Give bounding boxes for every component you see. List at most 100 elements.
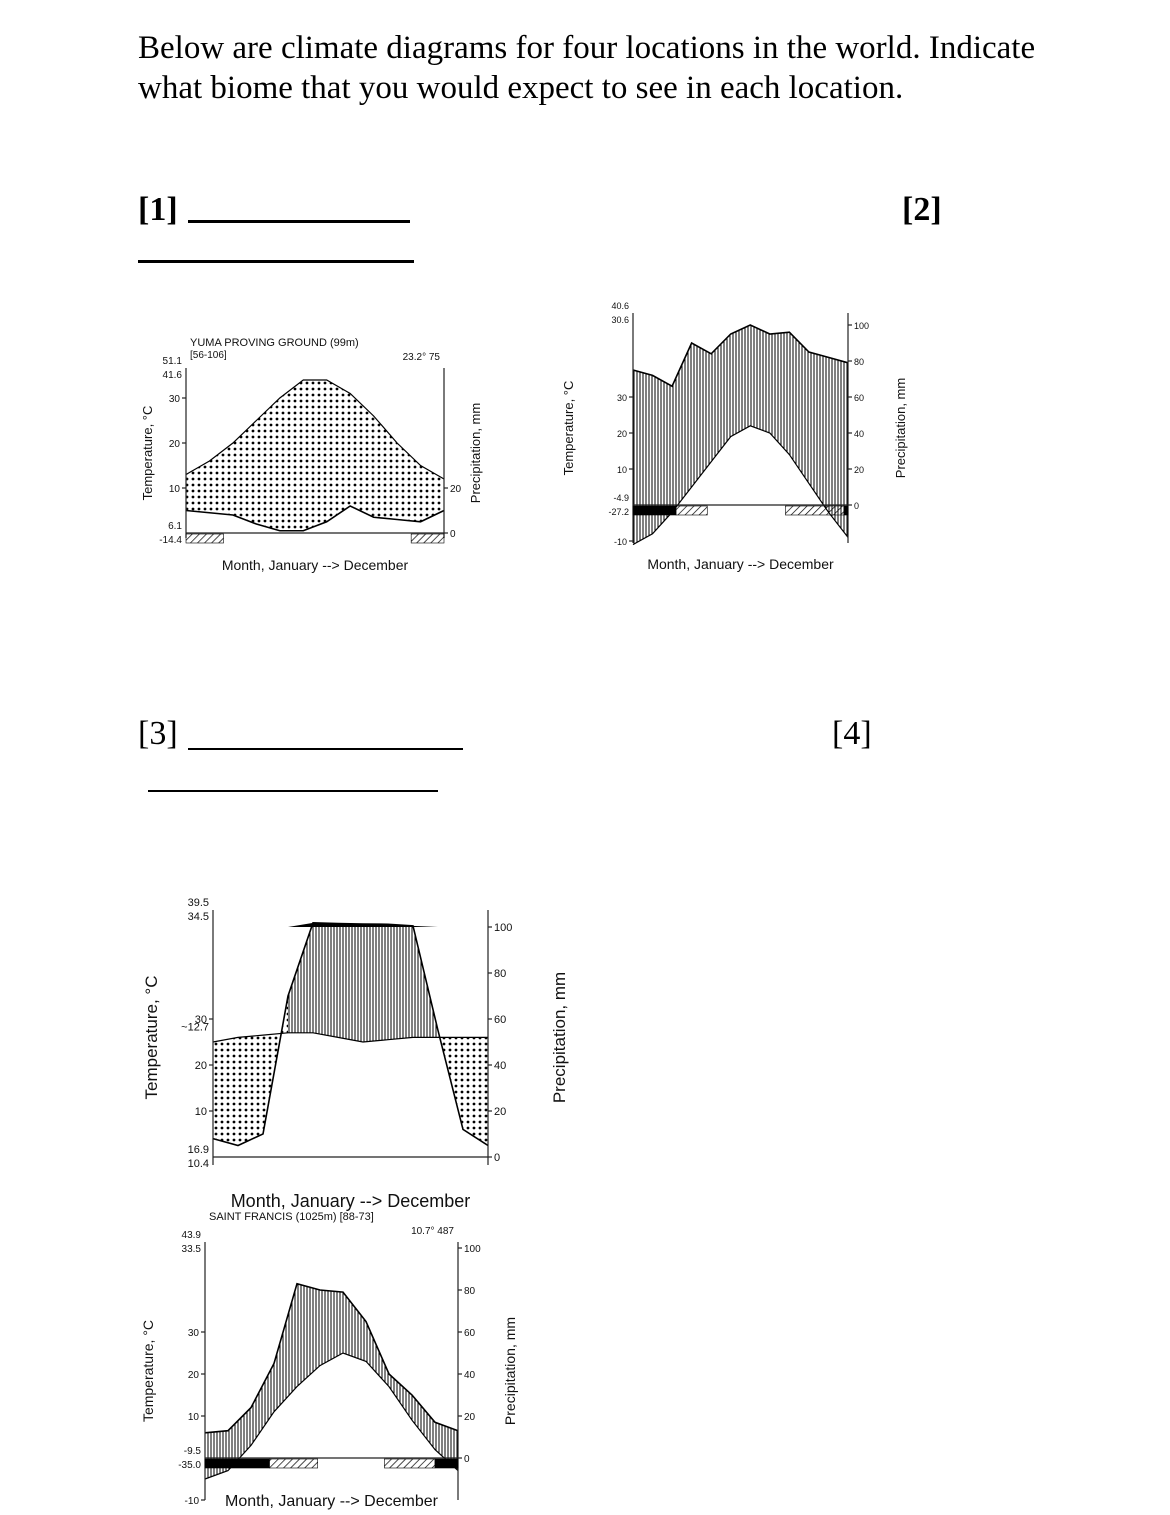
climate-diagram-2: -10 10 20 30 0 20 40 60 80 100 40.6 30.6 -4.9 -27.2 Te…	[561, 301, 908, 572]
temperature-axis-title: Temperature, °C	[140, 1320, 156, 1422]
humid-period-fill	[672, 343, 692, 513]
station-years: [56-106]	[190, 350, 227, 361]
temp-tick-label: 30	[617, 393, 627, 403]
temperature-axis-title: Temperature, °C	[140, 406, 155, 501]
answer-blank-1b[interactable]	[138, 260, 414, 263]
temp-tick-label: 10	[169, 484, 181, 495]
arid-period-fill	[209, 443, 233, 515]
arid-period-fill	[326, 380, 351, 522]
max-extreme-label: 40.6	[611, 301, 629, 311]
precipitation-axis-title: Precipitation, mm	[893, 378, 908, 478]
arid-period-fill	[279, 380, 304, 531]
frost-bar-certain	[843, 505, 849, 516]
humid-period-fill	[288, 922, 313, 1033]
humid-period-fill	[652, 375, 673, 534]
max-extreme-label: 43.9	[182, 1230, 202, 1241]
precipitation-axis-title: Precipitation, mm	[550, 972, 569, 1103]
precipitation-line	[204, 1282, 459, 1434]
precip-tick-label: 100	[494, 922, 512, 934]
station-name: YUMA PROVING GROUND (99m)	[190, 337, 359, 349]
frost-bar-certain	[632, 505, 677, 516]
humid-period-fill	[730, 325, 751, 437]
temp-tick-label: 20	[195, 1060, 207, 1072]
answer-blank-1a[interactable]	[188, 220, 410, 223]
precip-tick-label: 0	[494, 1152, 500, 1164]
temp-tick-label: 30	[195, 1014, 207, 1026]
answer-blank-3a[interactable]	[188, 748, 463, 750]
precip-tick-label: 100	[464, 1244, 481, 1255]
humid-period-fill	[769, 332, 790, 455]
precip-tick-label: 60	[854, 393, 864, 403]
temp-tick-label: -10	[614, 537, 627, 547]
precip-tick-label: 20	[450, 484, 462, 495]
arid-period-fill	[232, 420, 257, 524]
temperature-line	[632, 425, 849, 546]
arid-period-fill	[373, 416, 398, 520]
climate-diagram-3: 10 20 30 0 20 40 60 80 100 39.5 34.5 16.9 10.4 ~12.7 T…	[142, 897, 569, 1211]
precipitation-axis-title: Precipitation, mm	[468, 403, 483, 503]
humid-period-fill	[363, 924, 388, 1042]
frost-bar-certain	[434, 1458, 459, 1469]
arid-period-fill	[420, 465, 444, 522]
humid-period-fill	[228, 1407, 251, 1471]
humid-period-fill	[251, 1363, 274, 1446]
arid-period-fill	[256, 398, 280, 531]
perhumid-fill	[213, 922, 488, 927]
temp-tick-label: 30	[188, 1328, 200, 1339]
temp-tick-label: 10	[188, 1412, 200, 1423]
month-axis-title: Month, January --> December	[222, 557, 409, 573]
min-extreme-label: -27.2	[608, 507, 629, 517]
min-mean-label: 16.9	[188, 1144, 209, 1156]
precip-tick-label: 60	[464, 1328, 476, 1339]
humid-period-fill	[313, 922, 338, 1038]
arid-period-fill	[303, 380, 327, 531]
precip-tick-label: 40	[464, 1370, 476, 1381]
arid-period-fill	[186, 461, 210, 513]
arid-period-fill	[397, 443, 421, 522]
station-summary: 23.2° 75	[403, 352, 441, 363]
temperature-axis-title: Temperature, °C	[561, 381, 576, 476]
humid-period-fill	[343, 1292, 366, 1362]
humid-period-fill	[828, 357, 848, 538]
arid-period-fill	[463, 1037, 488, 1146]
temperature-line	[185, 379, 445, 480]
min-mean-label: -9.5	[184, 1446, 202, 1457]
temperature-line	[212, 1032, 488, 1043]
label-1: [1]	[138, 191, 178, 228]
max-mean-label: 30.6	[611, 315, 629, 325]
humid-period-fill	[691, 343, 712, 487]
humid-period-fill	[297, 1283, 320, 1387]
precipitation-line	[212, 922, 489, 1147]
temp-tick-label: 20	[188, 1370, 200, 1381]
precip-tick-label: 60	[494, 1014, 506, 1026]
month-axis-title: Month, January --> December	[225, 1493, 439, 1510]
max-mean-label: 34.5	[188, 911, 209, 923]
humid-period-fill	[412, 1395, 435, 1450]
temp-tick-label: 20	[169, 439, 181, 450]
station-summary: 10.7° 487	[411, 1226, 454, 1237]
temp-tick-label: 10	[195, 1106, 207, 1118]
max-extreme-label: 51.1	[163, 356, 183, 367]
precip-tick-label: 80	[854, 357, 864, 367]
frost-bar-probable	[410, 533, 445, 544]
answer-blank-3b[interactable]	[148, 790, 438, 792]
min-mean-label: 6.1	[168, 521, 182, 532]
min-mean-label: -4.9	[613, 493, 629, 503]
precip-tick-label: 100	[854, 321, 869, 331]
precip-tick-label: 0	[450, 529, 456, 540]
label-3: [3]	[138, 715, 178, 752]
month-axis-title: Month, January --> December	[647, 556, 834, 572]
month-axis-title: Month, January --> December	[231, 1191, 471, 1211]
extra-temp-label: ~12.7	[181, 1022, 209, 1034]
max-mean-label: 41.6	[163, 370, 183, 381]
frost-bar-probable	[675, 505, 708, 516]
precip-tick-label: 40	[854, 429, 864, 439]
climate-diagram-4: -10 10 20 30 0 20 40 60 80 100 43.9 33.5 -9.5 -35.0 SA…	[140, 1211, 518, 1510]
arid-period-fill	[238, 1035, 263, 1146]
temp-tick-label: 30	[169, 394, 181, 405]
humid-period-fill	[789, 332, 809, 484]
humid-period-fill	[338, 923, 363, 1042]
precip-tick-label: 40	[494, 1060, 506, 1072]
climate-diagram-1: 10 20 30 0 20 51.1 41.6 6.1 -14.4 YUMA PROVING GR…	[140, 337, 483, 573]
temp-tick-label: -10	[185, 1496, 200, 1507]
